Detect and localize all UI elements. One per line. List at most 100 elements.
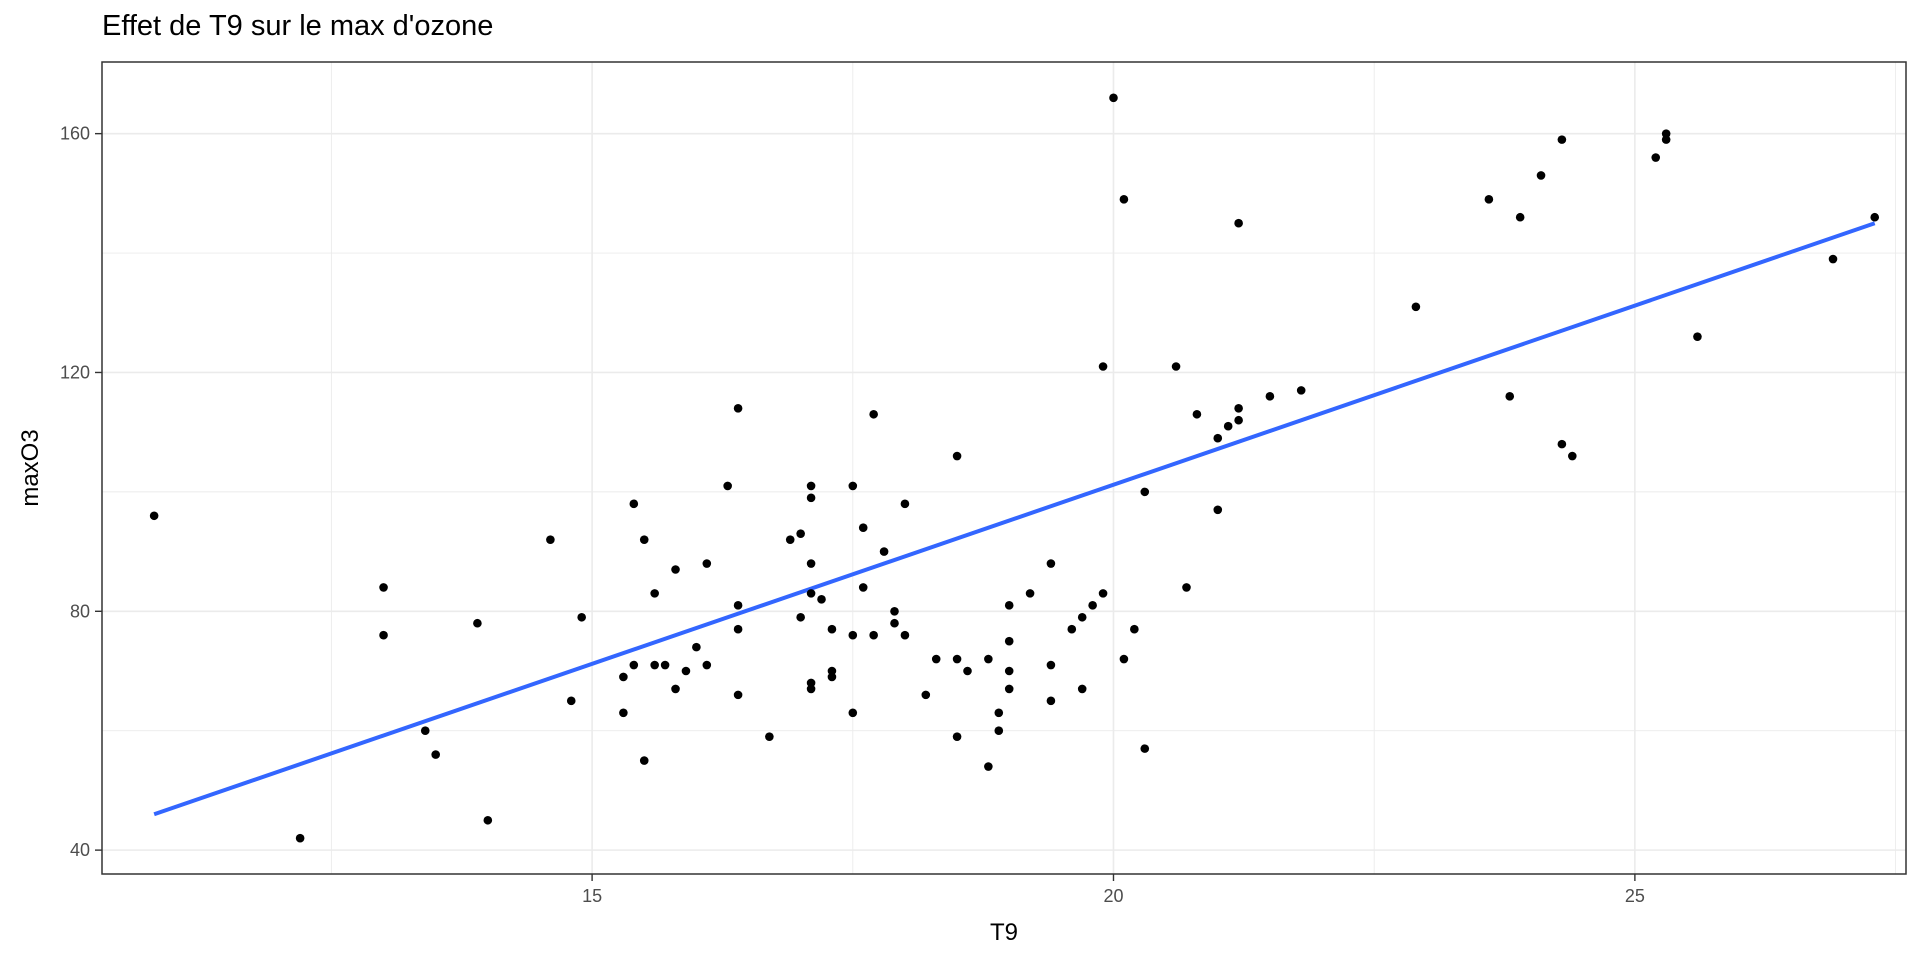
- data-point: [848, 481, 858, 491]
- data-point: [765, 732, 774, 741]
- data-point: [890, 618, 899, 628]
- data-point: [1234, 403, 1243, 413]
- data-point: [900, 630, 910, 640]
- data-point: [1265, 392, 1275, 401]
- data-point: [1119, 195, 1129, 204]
- data-point: [660, 660, 670, 670]
- data-point: [733, 690, 743, 700]
- data-point: [1651, 153, 1661, 162]
- x-axis-title: T9: [990, 919, 1018, 946]
- data-point: [900, 499, 910, 509]
- data-point: [483, 815, 493, 825]
- data-point: [1140, 744, 1150, 753]
- data-point: [1004, 666, 1014, 676]
- data-point: [629, 660, 639, 670]
- data-point: [1171, 362, 1181, 371]
- regression-line-layer: [153, 221, 1876, 817]
- data-point: [671, 565, 680, 574]
- data-point: [692, 642, 701, 652]
- data-point: [1213, 433, 1223, 443]
- data-point: [1568, 451, 1577, 461]
- data-point: [1119, 654, 1129, 664]
- data-point: [952, 654, 962, 664]
- data-point: [879, 547, 889, 556]
- data-point: [379, 583, 388, 592]
- data-point: [963, 666, 972, 676]
- data-point: [733, 403, 743, 413]
- data-point: [1296, 386, 1306, 395]
- data-point: [733, 601, 743, 610]
- y-tick-label: 120: [60, 362, 90, 382]
- data-point: [869, 630, 878, 640]
- data-point: [1004, 636, 1014, 646]
- data-point: [1828, 254, 1838, 264]
- data-point: [1077, 684, 1087, 694]
- data-point: [619, 672, 628, 682]
- data-point: [994, 726, 1004, 736]
- data-point: [806, 678, 816, 688]
- data-point: [650, 589, 659, 598]
- x-tick-label: 25: [1625, 886, 1645, 906]
- data-point: [1234, 218, 1243, 228]
- data-point: [1515, 212, 1525, 222]
- data-point: [473, 618, 482, 628]
- chart-title: Effet de T9 sur le max d'ozone: [102, 10, 494, 42]
- data-point: [1661, 135, 1671, 144]
- data-point: [1505, 392, 1515, 401]
- data-point: [806, 559, 816, 568]
- data-point: [420, 726, 430, 736]
- data-point: [1870, 212, 1880, 222]
- data-point: [890, 606, 899, 616]
- data-point: [1088, 601, 1097, 610]
- data-point: [931, 654, 941, 664]
- data-point: [1067, 624, 1077, 634]
- plot-background: [102, 62, 1906, 874]
- data-point: [1046, 696, 1056, 706]
- data-point: [806, 481, 816, 491]
- data-point: [848, 708, 858, 718]
- regression-line: [153, 221, 1876, 817]
- data-point: [1025, 589, 1035, 598]
- x-tick-label: 20: [1103, 886, 1123, 906]
- data-point: [796, 529, 805, 538]
- data-point: [733, 624, 743, 634]
- data-point: [149, 511, 159, 521]
- data-point: [1557, 439, 1567, 449]
- data-point: [431, 750, 440, 759]
- data-point: [817, 595, 826, 604]
- data-point: [1130, 624, 1139, 634]
- data-point: [1213, 505, 1223, 515]
- data-point: [723, 481, 732, 491]
- axes: 15 20 25 40 80 120 160: [60, 124, 1645, 906]
- data-point: [1004, 601, 1014, 610]
- data-point: [785, 535, 795, 544]
- data-point: [577, 612, 586, 622]
- data-point: [1109, 93, 1118, 103]
- data-point: [806, 493, 816, 503]
- data-point: [1411, 302, 1421, 312]
- data-point: [858, 523, 868, 533]
- data-point: [1192, 409, 1202, 419]
- data-point: [827, 624, 837, 634]
- data-point: [952, 451, 962, 461]
- y-tick-label: 160: [60, 124, 90, 144]
- data-point: [1046, 660, 1056, 670]
- y-tick-label: 80: [70, 601, 90, 621]
- data-point: [858, 583, 868, 592]
- y-axis-title: maxO3: [17, 429, 44, 506]
- data-point: [546, 535, 555, 544]
- data-point: [629, 499, 639, 509]
- data-point: [639, 535, 649, 544]
- data-point: [827, 666, 837, 676]
- data-point: [921, 690, 931, 700]
- data-point: [1004, 684, 1014, 694]
- data-point: [1693, 332, 1702, 341]
- data-point: [639, 756, 649, 765]
- data-point: [994, 708, 1004, 718]
- data-point: [848, 630, 858, 640]
- data-point: [1140, 487, 1150, 497]
- data-point: [1223, 421, 1233, 431]
- data-point: [827, 672, 837, 682]
- x-tick-label: 15: [582, 886, 602, 906]
